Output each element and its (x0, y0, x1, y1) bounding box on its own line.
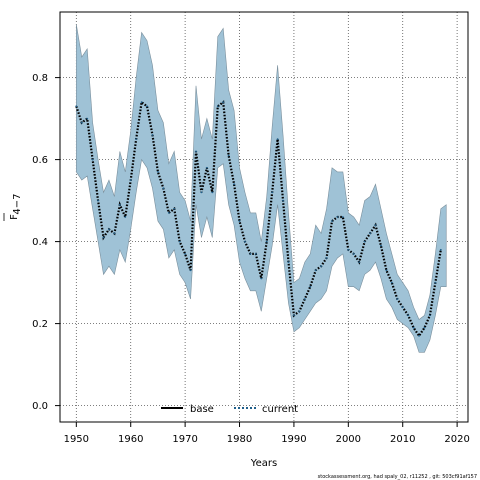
y-axis-title: F 4−7 (3, 193, 23, 221)
y-tick-label-0.2: 0.2 (32, 319, 48, 330)
series-line-current (75, 100, 442, 338)
data-point-1964 (151, 134, 154, 136)
data-point-1958 (118, 203, 121, 206)
data-point-1956 (108, 228, 110, 231)
y-axis: 0.0 0.2 0.4 0.6 0.8 (32, 73, 60, 412)
data-point-1972 (195, 150, 197, 153)
data-point-1963 (146, 105, 148, 108)
data-point-1962 (140, 101, 143, 104)
data-point-1953 (91, 158, 94, 161)
data-point-1973 (200, 191, 203, 194)
y-tick-label-0.4: 0.4 (32, 237, 48, 248)
x-axis: 1950 1960 1970 1980 1990 2000 2010 2020 (64, 422, 470, 445)
data-point-1967 (167, 212, 170, 214)
x-tick-label-2010: 2010 (390, 434, 415, 445)
legend-label-current: current (262, 404, 298, 415)
data-point-1975 (211, 191, 214, 194)
footer-credit: stockassessment.org, had spaly_02, r1125… (318, 474, 477, 480)
data-point-2012 (412, 326, 415, 329)
x-axis-title: Years (250, 458, 277, 469)
data-point-2011 (407, 314, 410, 317)
data-point-1954 (97, 199, 99, 202)
data-point-1955 (102, 236, 105, 239)
y-axis-title-main: F (9, 214, 20, 220)
data-points (75, 101, 442, 337)
y-axis-title-sub: 4−7 (12, 193, 23, 214)
data-point-1992 (303, 298, 306, 300)
data-point-1979 (233, 183, 235, 186)
data-point-1993 (309, 285, 312, 288)
data-point-1971 (189, 269, 192, 272)
data-point-2007 (385, 269, 388, 272)
data-point-1974 (205, 166, 208, 169)
data-point-1998 (336, 216, 339, 218)
data-point-2009 (396, 298, 399, 300)
data-point-1985 (265, 240, 268, 243)
x-tick-label-1970: 1970 (172, 434, 197, 445)
data-point-2008 (390, 281, 393, 284)
data-point-1965 (157, 171, 159, 173)
data-point-1957 (113, 232, 116, 235)
data-point-2000 (347, 248, 350, 251)
data-point-1994 (314, 269, 317, 272)
data-point-1969 (178, 240, 181, 243)
data-point-2016 (434, 281, 437, 284)
data-point-1983 (254, 253, 257, 255)
data-point-1991 (298, 310, 301, 313)
data-point-1970 (184, 253, 187, 255)
x-tick-label-1950: 1950 (64, 434, 89, 445)
data-point-1999 (341, 216, 344, 218)
legend-label-base: base (190, 404, 214, 415)
data-point-2004 (369, 232, 371, 235)
data-point-2013 (418, 335, 420, 337)
data-point-1988 (282, 199, 284, 202)
data-point-2002 (358, 261, 361, 263)
data-point-1989 (287, 261, 290, 263)
legend: base current (161, 404, 298, 415)
data-point-1996 (325, 257, 328, 259)
data-point-1980 (238, 220, 241, 223)
y-tick-label-0.8: 0.8 (32, 73, 48, 84)
y-tick-label-0.6: 0.6 (32, 155, 48, 166)
data-point-1950 (75, 105, 78, 108)
data-point-1952 (86, 117, 89, 120)
data-point-2003 (363, 240, 366, 243)
data-point-2014 (423, 326, 426, 329)
data-point-2005 (374, 224, 377, 227)
data-point-1997 (331, 220, 333, 223)
x-tick-label-1990: 1990 (281, 434, 306, 445)
data-point-1959 (124, 216, 127, 218)
data-point-1976 (216, 105, 219, 108)
data-point-1961 (135, 138, 138, 141)
data-point-2017 (439, 248, 442, 251)
data-point-1990 (293, 314, 295, 317)
plot-frame (59, 11, 469, 423)
data-point-1982 (249, 253, 252, 255)
data-point-1986 (271, 191, 274, 194)
x-tick-label-2000: 2000 (336, 434, 361, 445)
data-point-1968 (173, 207, 176, 210)
confidence-band (76, 24, 447, 353)
data-point-1984 (260, 277, 263, 280)
data-point-1995 (320, 265, 323, 268)
data-point-1977 (222, 101, 225, 104)
y-tick-label-0.0: 0.0 (32, 401, 48, 412)
data-point-2010 (401, 306, 404, 309)
data-point-1987 (276, 138, 279, 141)
x-tick-label-1960: 1960 (118, 434, 143, 445)
data-point-1960 (129, 179, 132, 182)
data-point-2015 (429, 314, 431, 317)
data-point-1978 (227, 154, 230, 157)
data-point-1951 (80, 121, 83, 124)
data-point-1966 (162, 187, 165, 190)
data-point-2001 (352, 253, 355, 255)
x-tick-label-1980: 1980 (227, 434, 252, 445)
x-tick-label-2020: 2020 (444, 434, 469, 445)
data-point-1981 (244, 240, 246, 243)
data-point-2006 (380, 244, 382, 247)
